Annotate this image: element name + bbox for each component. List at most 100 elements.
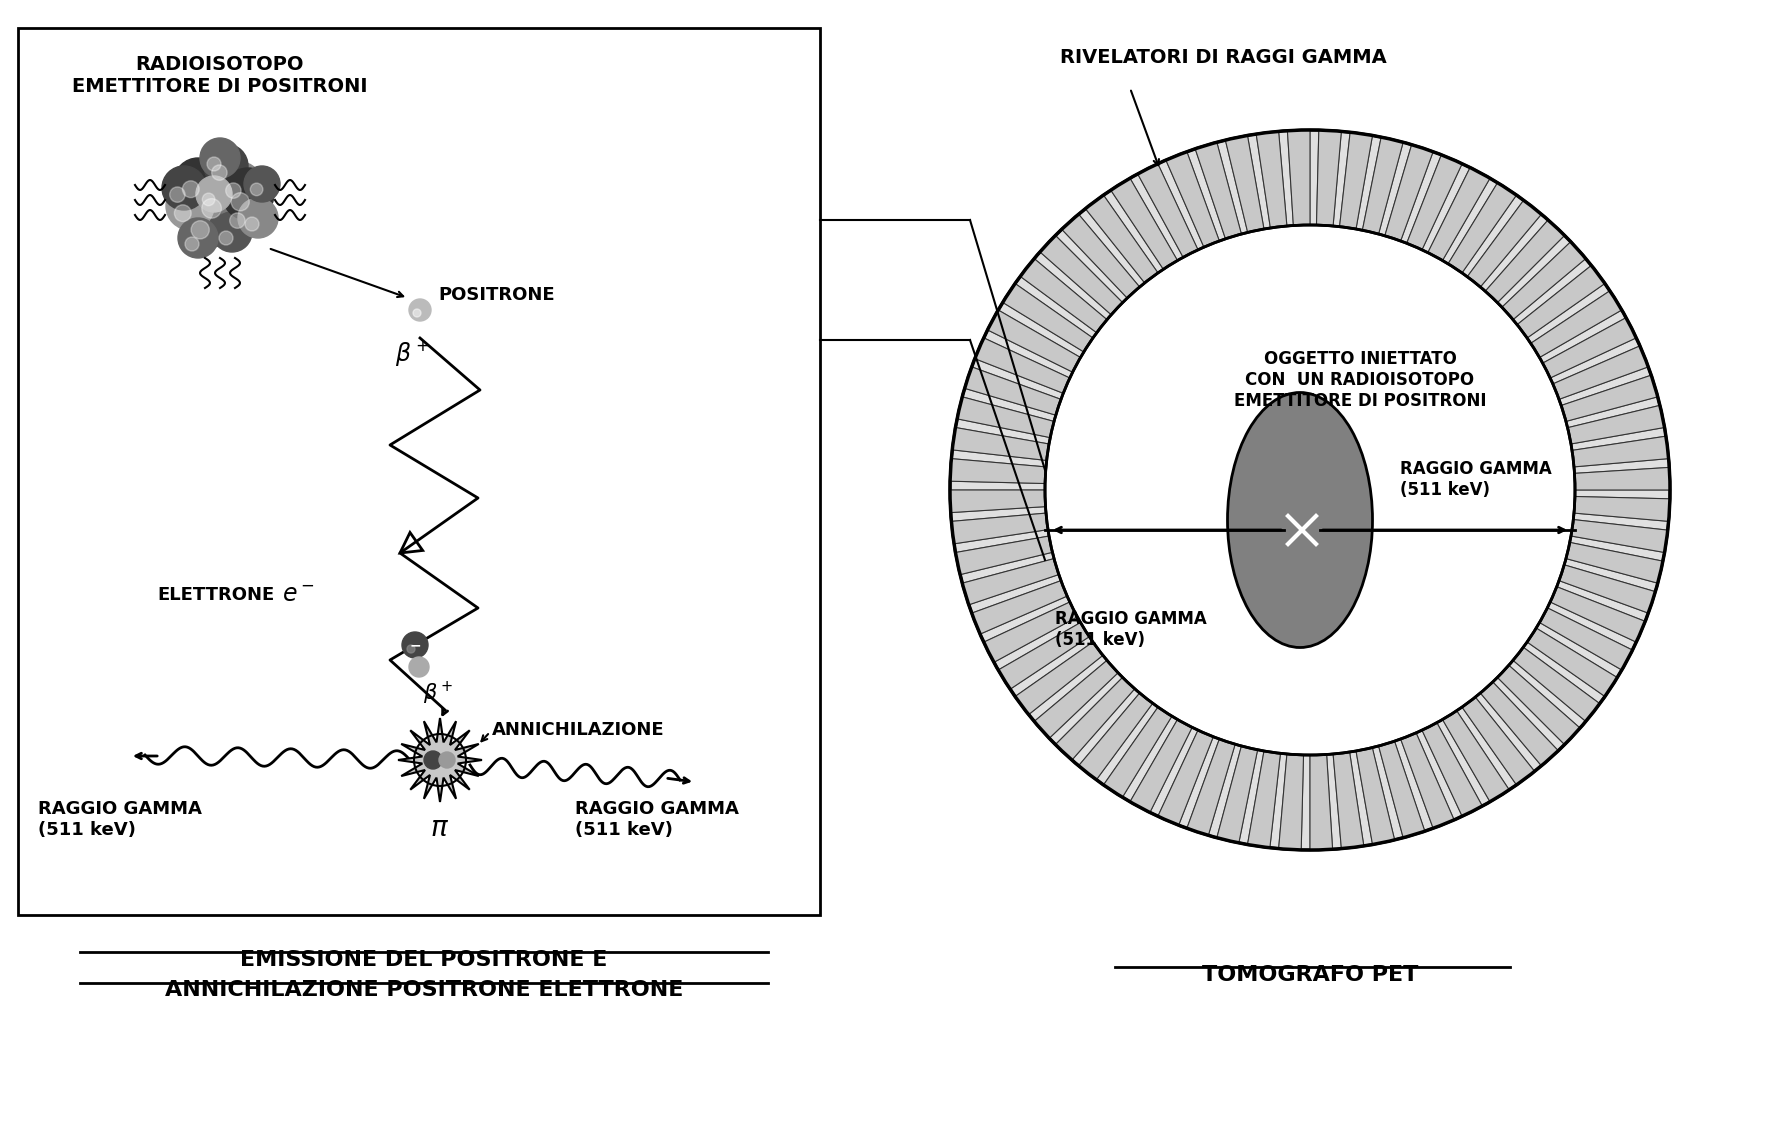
Wedge shape xyxy=(1566,542,1662,583)
Circle shape xyxy=(202,193,214,205)
Wedge shape xyxy=(1187,739,1235,836)
Wedge shape xyxy=(1531,290,1621,357)
Wedge shape xyxy=(952,428,1049,460)
Text: OGGETTO INIETTATO
CON  UN RADIOISOTOPO
EMETTITORE DI POSITRONI: OGGETTO INIETTATO CON UN RADIOISOTOPO EM… xyxy=(1233,350,1487,409)
Wedge shape xyxy=(1379,742,1425,838)
Wedge shape xyxy=(1256,132,1286,228)
Polygon shape xyxy=(399,718,482,802)
Wedge shape xyxy=(1194,142,1242,239)
Text: ELETTRONE: ELETTRONE xyxy=(158,586,275,604)
Wedge shape xyxy=(1021,259,1108,332)
Circle shape xyxy=(200,138,239,178)
Wedge shape xyxy=(1497,666,1581,745)
Wedge shape xyxy=(1559,565,1655,613)
Wedge shape xyxy=(950,490,1045,513)
Circle shape xyxy=(409,299,431,321)
Wedge shape xyxy=(1386,145,1434,242)
Circle shape xyxy=(402,632,429,658)
Circle shape xyxy=(213,212,252,252)
Wedge shape xyxy=(1056,677,1134,760)
Circle shape xyxy=(207,156,222,171)
Wedge shape xyxy=(1559,565,1655,613)
Wedge shape xyxy=(1550,586,1644,642)
Wedge shape xyxy=(1226,135,1263,232)
Wedge shape xyxy=(971,581,1067,634)
Wedge shape xyxy=(1104,708,1171,797)
Wedge shape xyxy=(1575,467,1669,490)
Wedge shape xyxy=(950,458,1045,483)
Text: RADIOISOTOPO
EMETTITORE DI POSITRONI: RADIOISOTOPO EMETTITORE DI POSITRONI xyxy=(73,56,369,96)
Wedge shape xyxy=(975,338,1070,393)
Wedge shape xyxy=(1217,746,1258,843)
Wedge shape xyxy=(955,536,1053,575)
Wedge shape xyxy=(1480,682,1558,765)
Wedge shape xyxy=(1086,195,1159,282)
Wedge shape xyxy=(1572,519,1667,552)
Wedge shape xyxy=(1552,346,1648,399)
Wedge shape xyxy=(964,367,1061,415)
Wedge shape xyxy=(1448,183,1517,273)
Circle shape xyxy=(211,164,227,180)
Text: ANNICHILAZIONE POSITRONE ELETTRONE: ANNICHILAZIONE POSITRONE ELETTRONE xyxy=(165,980,684,1000)
Wedge shape xyxy=(1428,168,1490,261)
Wedge shape xyxy=(1003,284,1093,352)
Wedge shape xyxy=(1531,290,1621,357)
Wedge shape xyxy=(987,310,1081,372)
Wedge shape xyxy=(1356,747,1395,845)
Wedge shape xyxy=(1568,405,1664,445)
Circle shape xyxy=(230,213,245,228)
Circle shape xyxy=(409,657,429,677)
Circle shape xyxy=(174,158,222,206)
Circle shape xyxy=(191,221,209,239)
Wedge shape xyxy=(1485,220,1565,303)
Wedge shape xyxy=(1568,405,1664,445)
Circle shape xyxy=(174,205,191,221)
Wedge shape xyxy=(1356,747,1395,845)
Circle shape xyxy=(245,166,280,202)
Wedge shape xyxy=(1407,155,1462,249)
Wedge shape xyxy=(1279,754,1304,849)
Wedge shape xyxy=(1566,542,1662,583)
Wedge shape xyxy=(1056,677,1134,760)
Wedge shape xyxy=(1572,437,1669,467)
Wedge shape xyxy=(1462,697,1535,785)
Wedge shape xyxy=(971,581,1067,634)
Wedge shape xyxy=(1379,742,1425,838)
Wedge shape xyxy=(1226,135,1263,232)
Circle shape xyxy=(167,181,214,230)
Wedge shape xyxy=(950,490,1045,513)
Wedge shape xyxy=(955,536,1053,575)
Wedge shape xyxy=(1527,628,1618,696)
Wedge shape xyxy=(1310,754,1333,850)
Circle shape xyxy=(230,193,250,211)
Wedge shape xyxy=(1157,730,1214,826)
Wedge shape xyxy=(1015,642,1102,714)
Text: RIVELATORI DI RAGGI GAMMA: RIVELATORI DI RAGGI GAMMA xyxy=(1060,48,1387,67)
Wedge shape xyxy=(983,602,1077,662)
Wedge shape xyxy=(1138,163,1198,257)
Wedge shape xyxy=(1574,497,1669,522)
Circle shape xyxy=(237,198,278,238)
Circle shape xyxy=(170,187,184,202)
Circle shape xyxy=(161,166,206,210)
Wedge shape xyxy=(1317,130,1341,226)
Wedge shape xyxy=(1540,608,1632,670)
Wedge shape xyxy=(952,513,1047,544)
Wedge shape xyxy=(1279,754,1304,849)
Text: RAGGIO GAMMA
(511 keV): RAGGIO GAMMA (511 keV) xyxy=(1054,610,1207,649)
Wedge shape xyxy=(1400,733,1455,828)
Wedge shape xyxy=(1497,666,1581,745)
Circle shape xyxy=(218,162,262,206)
Wedge shape xyxy=(1575,467,1669,490)
Wedge shape xyxy=(957,397,1054,438)
Wedge shape xyxy=(1552,346,1648,399)
Wedge shape xyxy=(1194,142,1242,239)
Circle shape xyxy=(424,751,441,769)
Wedge shape xyxy=(1448,183,1517,273)
Wedge shape xyxy=(1572,519,1667,552)
Wedge shape xyxy=(1247,751,1281,848)
Wedge shape xyxy=(1340,133,1373,229)
Text: $\pi$: $\pi$ xyxy=(431,815,450,843)
Wedge shape xyxy=(1111,178,1178,269)
Wedge shape xyxy=(1131,719,1193,812)
